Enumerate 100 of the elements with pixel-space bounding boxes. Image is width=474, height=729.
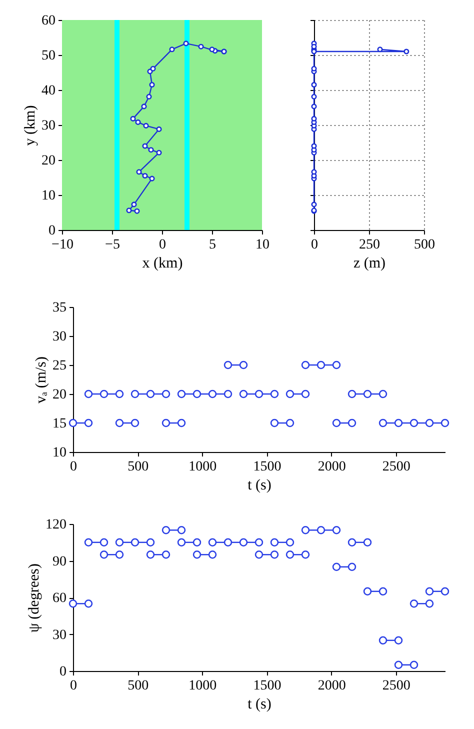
point — [332, 360, 341, 370]
point — [150, 66, 156, 72]
point — [177, 538, 186, 546]
y-tick-label: 60 — [42, 14, 56, 28]
y-tick-label: 0 — [48, 224, 56, 238]
point — [316, 360, 326, 370]
point — [146, 94, 152, 100]
point — [270, 418, 279, 428]
x-tick-label: 0 — [70, 460, 77, 474]
point — [177, 418, 186, 428]
point — [100, 538, 108, 546]
x-tick-label: 2000 — [318, 460, 346, 474]
point — [254, 538, 264, 546]
x-tick-label: −5 — [105, 238, 120, 252]
point — [146, 550, 155, 559]
y-tick-label: 40 — [42, 84, 56, 98]
y-tick-label: 35 — [52, 300, 66, 316]
point — [301, 390, 310, 398]
point — [286, 418, 294, 428]
point — [332, 418, 341, 428]
point — [348, 390, 356, 398]
point — [224, 390, 232, 398]
point — [410, 660, 418, 669]
x-tick-label: 2000 — [318, 678, 346, 694]
point — [363, 390, 372, 398]
point — [162, 390, 170, 398]
point — [301, 550, 310, 559]
point — [348, 562, 356, 571]
point — [363, 587, 372, 596]
point — [410, 418, 418, 428]
x-tick-label: 500 — [414, 238, 435, 252]
point — [135, 119, 141, 125]
point — [378, 390, 388, 398]
point — [239, 390, 248, 398]
point — [311, 169, 317, 175]
point — [378, 587, 388, 596]
point — [270, 538, 279, 546]
point — [84, 418, 93, 428]
point — [208, 550, 217, 559]
x-tick-label: 500 — [128, 460, 149, 474]
y-tick-label: 50 — [42, 48, 56, 64]
point — [148, 147, 154, 153]
point — [311, 104, 317, 110]
x-tick-label: 5 — [209, 238, 216, 252]
point — [311, 143, 317, 149]
point — [394, 418, 403, 428]
point — [377, 46, 383, 52]
point — [301, 360, 310, 370]
point — [209, 46, 215, 52]
point — [146, 538, 155, 546]
x-tick-label: −10 — [52, 238, 74, 252]
point — [425, 587, 434, 596]
point — [286, 550, 294, 559]
point — [311, 116, 317, 122]
point — [68, 418, 78, 428]
point — [410, 600, 418, 608]
y-tick-label: 90 — [52, 554, 66, 570]
x-tick-label: 1000 — [188, 678, 217, 694]
point — [378, 636, 388, 644]
point — [254, 390, 264, 398]
x-tick-label: 1500 — [253, 678, 282, 694]
y-tick-label: 10 — [52, 446, 66, 460]
point — [156, 126, 162, 132]
y-axis-title: ψ (degrees) — [26, 564, 42, 632]
y-tick-label: 30 — [42, 118, 56, 134]
point — [84, 538, 93, 546]
y-tick-label: 120 — [46, 518, 66, 532]
point — [162, 418, 170, 428]
point — [425, 418, 434, 428]
point — [149, 176, 155, 182]
y-tick-label: 25 — [52, 358, 66, 374]
point — [115, 550, 124, 559]
point — [239, 360, 248, 370]
point — [198, 44, 204, 50]
point — [100, 550, 108, 559]
point — [425, 600, 434, 608]
point — [286, 538, 294, 546]
point — [130, 538, 140, 546]
x-tick-label: 500 — [128, 678, 149, 694]
point — [286, 390, 294, 398]
y-axis-title: y (km) — [22, 105, 38, 146]
point — [332, 562, 341, 571]
point — [192, 538, 202, 546]
y-tick-label: 20 — [52, 388, 66, 402]
point — [270, 550, 279, 559]
point — [130, 390, 140, 398]
point — [134, 208, 140, 214]
point — [177, 526, 186, 534]
point — [254, 550, 264, 559]
x-tick-label: 2500 — [382, 678, 410, 694]
point — [68, 600, 78, 608]
x-tick-label: 0 — [70, 678, 77, 694]
point — [130, 116, 136, 122]
x-axis-title: t (s) — [248, 696, 272, 712]
point — [378, 418, 388, 428]
y-tick-label: 10 — [42, 188, 56, 204]
point — [177, 390, 186, 398]
point — [115, 418, 124, 428]
point — [126, 208, 132, 214]
point — [208, 390, 217, 398]
